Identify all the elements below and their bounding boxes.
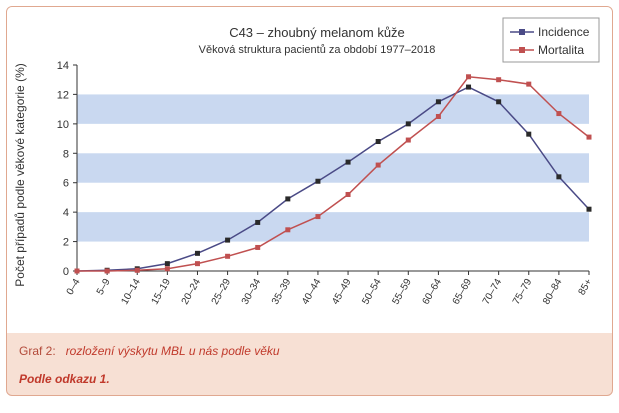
y-tick-label: 10 — [57, 119, 69, 131]
x-tick-label: 45–49 — [330, 277, 354, 307]
x-tick-label: 80–84 — [541, 277, 565, 307]
data-point-mortalita — [556, 111, 562, 117]
x-tick-label: 55–59 — [390, 277, 414, 307]
x-tick-label: 85+ — [577, 277, 595, 297]
background-band-0 — [77, 212, 589, 242]
x-tick-label: 30–34 — [240, 277, 264, 307]
caption-text: rozložení výskytu MBL u nás podle věku — [65, 344, 280, 358]
x-tick-label: 10–14 — [119, 277, 143, 307]
legend-mortalita-marker — [519, 47, 525, 53]
data-point-incidence — [435, 99, 441, 105]
data-point-mortalita — [496, 77, 502, 83]
data-point-incidence — [164, 261, 170, 267]
data-point-mortalita — [526, 81, 532, 87]
data-point-mortalita — [74, 268, 80, 274]
data-point-mortalita — [375, 162, 381, 168]
legend: Incidence Mortalita — [502, 17, 600, 63]
data-point-incidence — [255, 219, 261, 225]
caption-label: Graf 2: — [19, 344, 56, 358]
data-point-incidence — [526, 131, 532, 137]
data-point-incidence — [225, 237, 231, 243]
x-tick-label: 5–9 — [95, 277, 113, 297]
data-point-mortalita — [315, 214, 321, 220]
chart-area: C43 – zhoubný melanom kůže Věková strukt… — [7, 7, 612, 333]
data-point-incidence — [194, 250, 200, 256]
data-point-mortalita — [285, 227, 291, 233]
x-tick-label: 20–24 — [180, 277, 204, 307]
legend-incidence-marker — [519, 29, 525, 35]
data-point-mortalita — [345, 191, 351, 197]
data-point-mortalita — [194, 261, 200, 267]
data-point-incidence — [345, 159, 351, 165]
y-tick-label: 4 — [63, 207, 69, 219]
x-tick-label: 35–39 — [270, 277, 294, 307]
x-tick-label: 70–74 — [481, 277, 505, 307]
background-band-2 — [77, 94, 589, 124]
series-line-incidence — [76, 86, 590, 272]
y-tick-label: 12 — [57, 89, 69, 101]
figure-box: C43 – zhoubný melanom kůže Věková strukt… — [6, 6, 613, 396]
data-point-incidence — [405, 121, 411, 127]
data-point-mortalita — [255, 244, 261, 250]
y-tick-label: 8 — [63, 148, 69, 160]
line-chart: C43 – zhoubný melanom kůže Věková strukt… — [13, 17, 600, 307]
y-tick-label: 0 — [63, 266, 69, 278]
x-tick-label: 0–4 — [65, 277, 83, 297]
x-tick-label: 15–19 — [150, 277, 174, 307]
y-tick-label: 6 — [63, 178, 69, 190]
figure-caption: Graf 2: rozložení výskytu MBL u nás podle… — [19, 344, 280, 358]
data-point-mortalita — [466, 74, 472, 80]
x-tick-label: 25–29 — [210, 277, 234, 307]
y-tick-label: 2 — [63, 237, 69, 249]
y-axis-label: Počet případů podle věkové kategorie (%) — [13, 63, 27, 286]
data-point-incidence — [466, 84, 472, 90]
data-point-mortalita — [104, 268, 110, 274]
data-point-mortalita — [225, 253, 231, 259]
data-point-mortalita — [164, 266, 170, 272]
series-line-mortalita — [77, 76, 590, 272]
figure-source: Podle odkazu 1. — [19, 372, 110, 386]
data-point-incidence — [556, 174, 562, 180]
data-point-mortalita — [586, 134, 592, 140]
data-point-incidence — [315, 178, 321, 184]
chart-title: C43 – zhoubný melanom kůže — [229, 25, 405, 40]
x-tick-label: 50–54 — [360, 277, 384, 307]
legend-incidence-label: Incidence — [538, 25, 590, 39]
data-point-mortalita — [405, 137, 411, 143]
background-band-1 — [77, 153, 589, 183]
data-point-incidence — [586, 206, 592, 212]
x-tick-label: 40–44 — [300, 277, 324, 307]
data-point-incidence — [375, 139, 381, 145]
x-tick-label: 60–64 — [421, 277, 445, 307]
x-tick-label: 75–79 — [511, 277, 535, 307]
x-tick-label: 65–69 — [451, 277, 475, 307]
data-point-mortalita — [134, 267, 140, 273]
data-point-incidence — [285, 196, 291, 202]
y-tick-label: 14 — [57, 60, 69, 72]
legend-box — [502, 17, 600, 63]
legend-mortalita-label: Mortalita — [538, 43, 584, 57]
chart-subtitle: Věková struktura pacientů za období 1977… — [199, 44, 436, 56]
data-point-mortalita — [435, 114, 441, 119]
data-point-incidence — [496, 99, 502, 105]
